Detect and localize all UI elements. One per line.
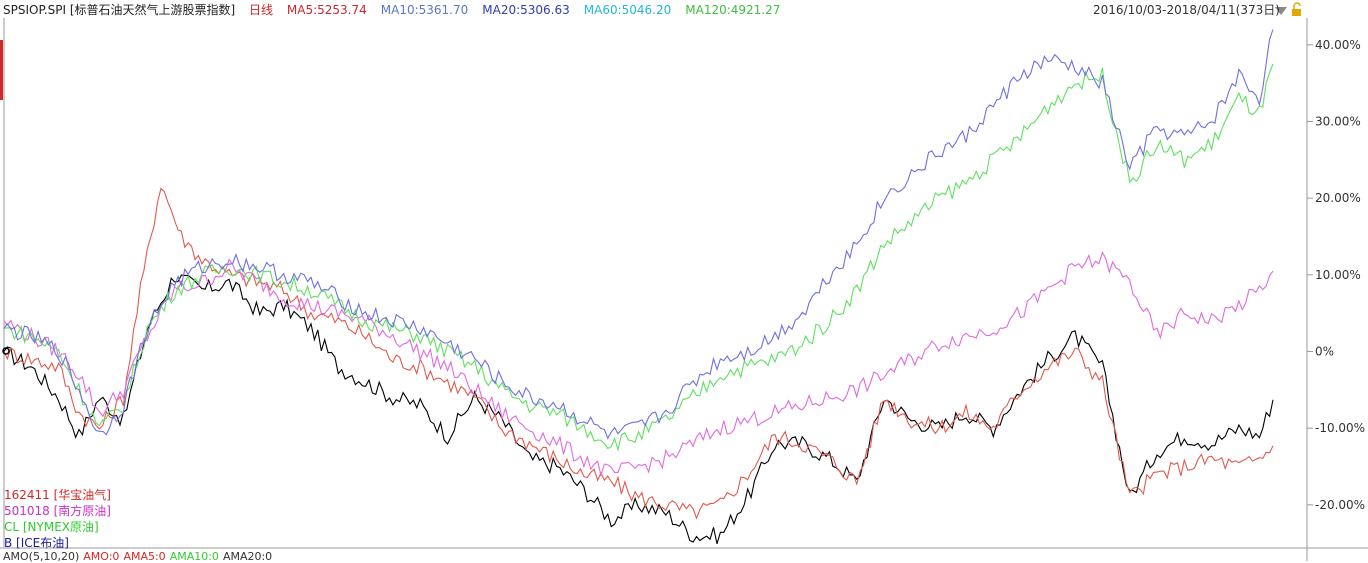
series-line-3 xyxy=(3,63,1274,453)
series-line-4 xyxy=(3,29,1274,440)
start-marker xyxy=(2,347,10,355)
period-label[interactable]: 日线 xyxy=(249,3,274,17)
ma-labels: MA5:5253.74 MA10:5361.70 MA20:5306.63 MA60:… xyxy=(287,3,795,17)
symbol-title: SPSIOP.SPI [标普石油天然气上游股票指数] xyxy=(3,3,236,17)
ma-label-2: MA20:5306.63 xyxy=(482,3,570,17)
indicator-label-2: AMA5:0 xyxy=(123,550,166,563)
legend-item-2: CL [NYMEX原油] xyxy=(4,520,99,534)
series-line-2 xyxy=(3,250,1274,478)
red-marker xyxy=(0,40,3,100)
y-tick-label-2: 20.00% xyxy=(1315,191,1361,205)
y-tick-label-1: 30.00% xyxy=(1315,115,1361,129)
legend-item-3: B [ICE布油] xyxy=(4,536,69,550)
y-tick-label-3: 10.00% xyxy=(1315,268,1361,282)
series-legend: 162411 [华宝油气] 501018 [南方原油] CL [NYMEX原油] B … xyxy=(4,487,111,551)
y-tick-label-5: -10.00% xyxy=(1315,421,1365,435)
indicator-label-4: AMA20:0 xyxy=(222,550,273,563)
indicator-label-3: AMA10:0 xyxy=(169,550,219,563)
y-axis-ticks: 40.00% 30.00% 20.00% 10.00% 0% -10.00% -20.00% xyxy=(1307,38,1365,512)
y-tick-label-6: -20.00% xyxy=(1315,498,1365,512)
date-range: 2016/10/03-2018/04/11(373日) xyxy=(1093,3,1280,17)
indicator-label-1: AMO:0 xyxy=(83,550,120,563)
y-tick-label-4: 0% xyxy=(1315,345,1334,359)
legend-item-1: 501018 [南方原油] xyxy=(4,504,111,518)
ma-label-0: MA5:5253.74 xyxy=(286,3,367,17)
ma-label-1: MA10:5361.70 xyxy=(380,3,469,17)
ma-label-4: MA120:4921.27 xyxy=(685,3,781,17)
dropdown-arrow-icon[interactable] xyxy=(1275,7,1287,15)
indicator-bar: AMO(5,10,20) AMO:0 AMA5:0 AMA10:0 AMA20:0 xyxy=(3,550,276,563)
legend-item-0: 162411 [华宝油气] xyxy=(4,488,111,502)
y-tick-label-0: 40.00% xyxy=(1315,38,1361,52)
series-lines xyxy=(3,29,1274,544)
lock-icon[interactable] xyxy=(1292,2,1301,16)
indicator-label-0: AMO(5,10,20) xyxy=(3,550,80,563)
chart-header: SPSIOP.SPI [标普石油天然气上游股票指数] 日线 MA5:5253.7… xyxy=(3,3,804,17)
series-line-1 xyxy=(3,187,1274,520)
ma-label-3: MA60:5046.20 xyxy=(583,3,672,17)
series-line-0 xyxy=(3,274,1274,544)
